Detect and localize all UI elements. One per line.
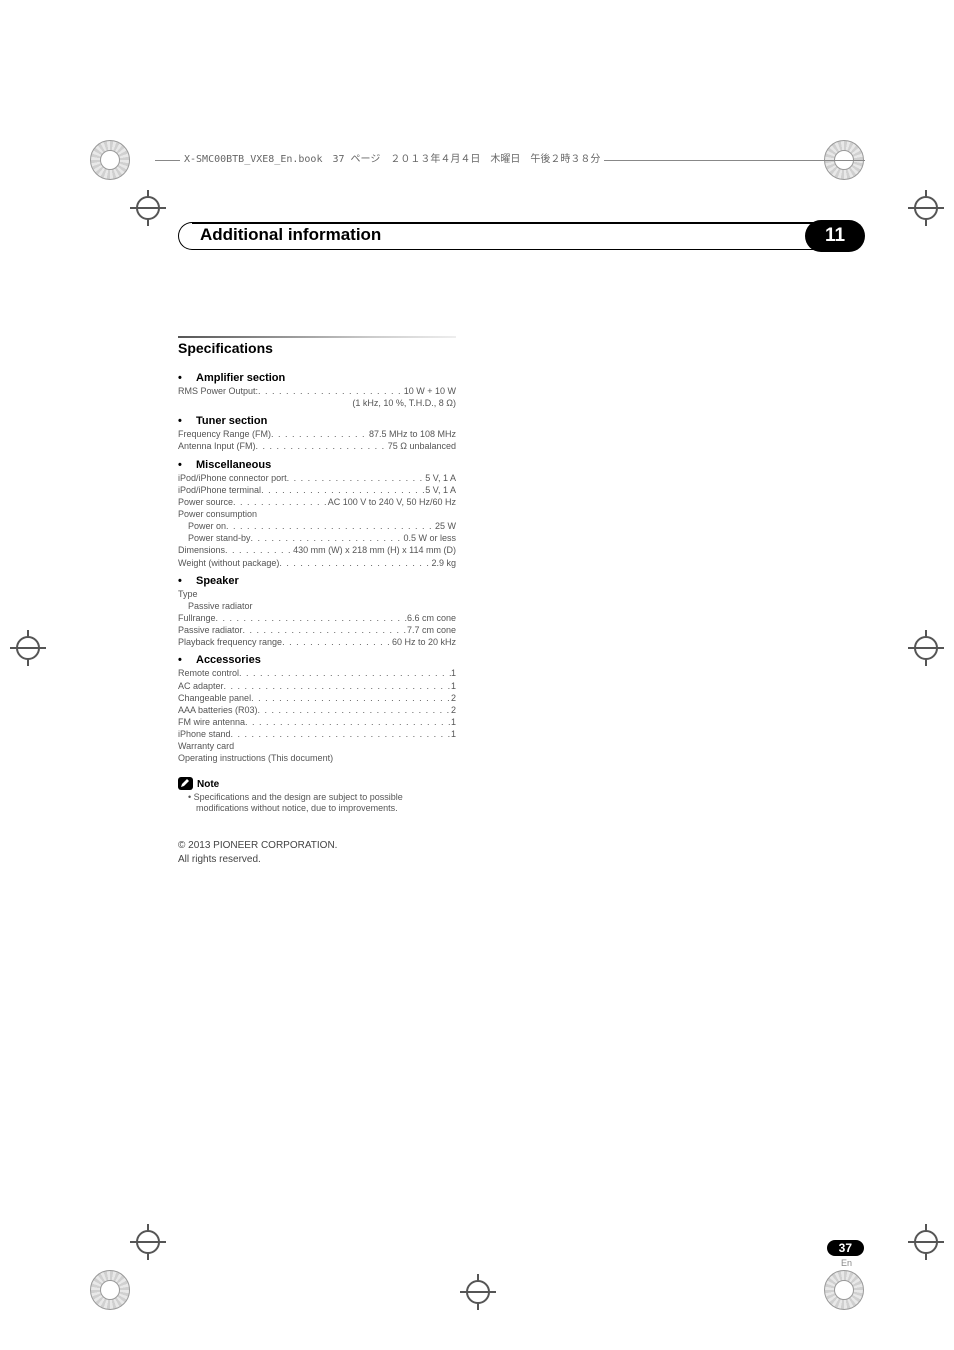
page-badge: 37 En (794, 1239, 864, 1268)
spec-plain: Power consumption (178, 508, 456, 520)
note-text: • Specifications and the design are subj… (178, 792, 456, 815)
note-label: Note (197, 779, 219, 790)
spec-row: Power sourceAC 100 V to 240 V, 50 Hz/60 … (178, 496, 456, 508)
reg-mark (824, 1270, 864, 1310)
spec-row: Weight (without package)2.9 kg (178, 557, 456, 569)
spec-row: Frequency Range (FM)87.5 MHz to 108 MHz (178, 428, 456, 440)
spec-plain: Operating instructions (This document) (178, 752, 456, 764)
specifications-heading: Specifications (178, 336, 456, 356)
spec-row: iPhone stand1 (178, 728, 456, 740)
spec-sub: (1 kHz, 10 %, T.H.D., 8 Ω) (178, 397, 456, 409)
note-box: Note • Specifications and the design are… (178, 777, 456, 815)
spec-row: Fullrange6.6 cm cone (178, 612, 456, 624)
spec-row: Playback frequency range60 Hz to 20 kHz (178, 636, 456, 648)
section-tuner: •Tuner section (178, 415, 456, 427)
spec-row: Antenna Input (FM)75 Ω unbalanced (178, 440, 456, 452)
content-column: Specifications •Amplifier section RMS Po… (178, 336, 456, 867)
cross-mark (460, 1274, 496, 1310)
pencil-icon (178, 777, 193, 790)
spec-row: iPod/iPhone terminal5 V, 1 A (178, 484, 456, 496)
spec-row: Remote control1 (178, 667, 456, 679)
spec-row: iPod/iPhone connector port5 V, 1 A (178, 472, 456, 484)
page-number: 37 (827, 1240, 864, 1256)
cross-mark (130, 190, 166, 226)
spec-row: FM wire antenna1 (178, 716, 456, 728)
spec-row: AAA batteries (R03)2 (178, 704, 456, 716)
spec-plain: Passive radiator (178, 600, 456, 612)
spec-row: RMS Power Output:10 W + 10 W (178, 385, 456, 397)
spec-row: Changeable panel2 (178, 692, 456, 704)
chapter-number: 11 (805, 220, 865, 252)
section-speaker: •Speaker (178, 575, 456, 587)
reg-mark (90, 140, 130, 180)
cross-mark (908, 190, 944, 226)
cross-mark (908, 630, 944, 666)
cross-mark (130, 1224, 166, 1260)
spec-row: AC adapter1 (178, 680, 456, 692)
section-accessories: •Accessories (178, 654, 456, 666)
chapter-bar: Additional information 11 (178, 222, 865, 250)
page-lang: En (794, 1258, 864, 1268)
spec-row: Power stand-by0.5 W or less (178, 532, 456, 544)
chapter-title: Additional information (200, 225, 381, 245)
spec-row: Passive radiator7.7 cm cone (178, 624, 456, 636)
section-amplifier: •Amplifier section (178, 372, 456, 384)
cross-mark (10, 630, 46, 666)
header-filename: X-SMC00BTB_VXE8_En.book 37 ページ ２０１３年４月４日… (180, 150, 604, 165)
cross-mark (908, 1224, 944, 1260)
spec-plain: Type (178, 588, 456, 600)
copyright: © 2013 PIONEER CORPORATION. All rights r… (178, 839, 456, 867)
spec-plain: Warranty card (178, 740, 456, 752)
reg-mark (90, 1270, 130, 1310)
spec-row: Dimensions430 mm (W) x 218 mm (H) x 114 … (178, 544, 456, 556)
spec-row: Power on25 W (178, 520, 456, 532)
section-misc: •Miscellaneous (178, 459, 456, 471)
